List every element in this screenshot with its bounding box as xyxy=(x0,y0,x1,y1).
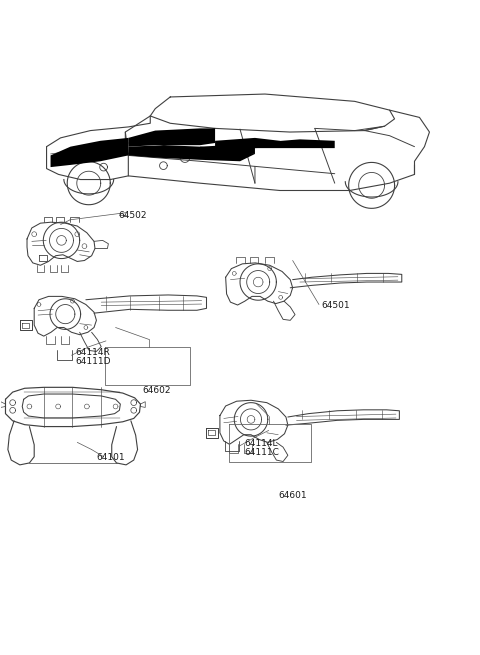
Text: 64502: 64502 xyxy=(118,210,146,219)
Text: 64111D: 64111D xyxy=(75,358,110,366)
Text: 64111C: 64111C xyxy=(245,449,280,457)
Text: 64501: 64501 xyxy=(322,301,350,310)
Text: 64114L: 64114L xyxy=(245,439,278,448)
Text: 64101: 64101 xyxy=(96,453,125,462)
Polygon shape xyxy=(200,143,255,154)
Text: 64602: 64602 xyxy=(142,386,170,395)
Polygon shape xyxy=(50,138,128,167)
Polygon shape xyxy=(128,145,255,161)
Text: 64601: 64601 xyxy=(278,491,307,500)
Polygon shape xyxy=(215,138,290,148)
Text: 64114R: 64114R xyxy=(75,348,109,357)
Polygon shape xyxy=(255,140,335,148)
Polygon shape xyxy=(128,128,215,147)
